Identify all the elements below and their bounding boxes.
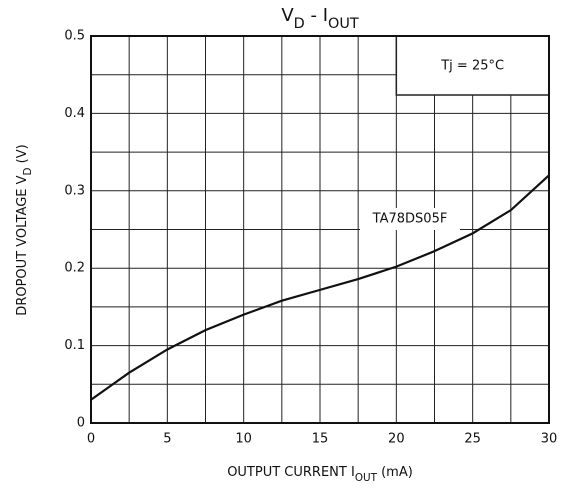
x-tick-label: 0 (87, 432, 95, 447)
x-tick-label: 5 (163, 432, 171, 447)
x-tick-label: 25 (464, 432, 481, 447)
y-tick-label: 0.2 (64, 261, 85, 276)
y-tick-label: 0 (77, 416, 85, 431)
text-segment: D (294, 16, 305, 32)
x-tick-label: 15 (312, 432, 329, 447)
series-label-bg (360, 208, 460, 230)
text-segment: D (22, 167, 34, 175)
y-tick-label: 0.3 (64, 183, 85, 198)
plot-border (90, 35, 550, 424)
y-tick-label: 0.4 (64, 106, 85, 121)
x-tick-label: 20 (388, 432, 405, 447)
text-segment: OUT (328, 16, 359, 32)
text-segment: (mA) (377, 465, 413, 480)
data-line (90, 174, 550, 401)
text-segment: OUTPUT CURRENT I (227, 465, 355, 480)
text-segment: - I (305, 5, 328, 26)
text-segment: OUT (355, 472, 378, 484)
y-tick-label: 0.5 (64, 29, 85, 44)
x-tick-label: 10 (235, 432, 252, 447)
text-segment: DROPOUT VOLTAGE V (15, 175, 30, 315)
x-tick-label: 30 (541, 432, 558, 447)
text-segment: V (281, 5, 294, 26)
condition-box (395, 35, 550, 96)
series-label: TA78DS05F (372, 212, 448, 227)
x-axis-label: OUTPUT CURRENT IOUT (mA) (227, 465, 413, 485)
y-tick-label: 0.1 (64, 338, 85, 353)
condition-label: Tj = 25°C (440, 59, 504, 74)
y-axis-label: DROPOUT VOLTAGE VD (V) (15, 144, 35, 315)
text-segment: (V) (15, 144, 30, 167)
chart-title: VD - IOUT (281, 5, 359, 32)
